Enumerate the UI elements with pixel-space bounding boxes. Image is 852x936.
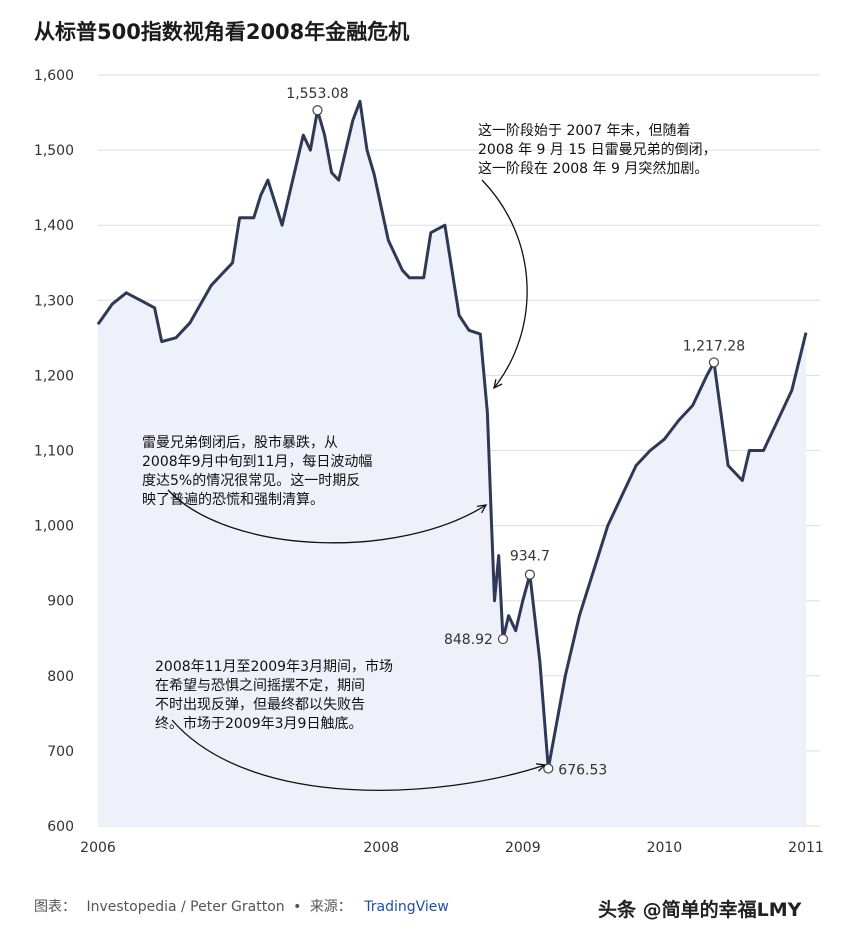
x-tick-label: 2011 [788,840,824,856]
annotation-line: 2008 年 9 月 15 日雷曼兄弟的倒闭， [478,142,717,158]
y-tick-label: 1,200 [34,368,74,384]
data-point-marker [708,357,720,368]
x-tick-label: 2008 [363,840,399,856]
annotation-line: 度达5%的情况很常见。这一时期反 [142,473,361,489]
annotation-line: 在希望与恐惧之间摇摆不定，期间 [155,678,365,694]
data-point-marker [312,105,323,116]
x-tick-label: 2010 [647,840,683,856]
data-point-marker [524,569,535,580]
y-tick-label: 1,600 [34,68,74,84]
annotation-bottom: 2008年11月至2009年3月期间，市场 在希望与恐惧之间摇摆不定，期间 不时… [155,658,393,734]
footer-source-label: 来源： [309,899,352,915]
data-value-label: 1,217.28 [683,338,745,354]
data-value-label: 1,553.08 [286,86,348,102]
annotation-middle: 雷曼兄弟倒闭后，股市暴跌，从 2008年9月中旬到11月，每日波动幅 度达5%的… [142,434,372,510]
series-line [96,99,808,770]
data-value-label: 848.92 [444,632,493,648]
footer-author: Investopedia / Peter Gratton [86,899,285,915]
y-tick-label: 1,400 [34,218,74,234]
annotation-arrow [481,179,528,389]
annotation-line: 2008年9月中旬到11月，每日波动幅 [142,454,373,470]
data-label-markers: 1,553.08 848.92 934.7 676.53 1,217.28 [286,86,745,778]
annotation-line: 这一阶段在 2008 年 9 月突然加剧。 [478,161,709,177]
y-tick-label: 1,000 [34,519,74,535]
annotation-line: 2008年11月至2009年3月期间，市场 [155,659,393,675]
x-axis-ticks: 2006 2008 2009 2010 2011 [80,840,824,856]
footer-source-link[interactable]: TradingView [364,899,449,915]
y-tick-label: 600 [47,819,74,835]
y-tick-label: 700 [47,744,74,760]
y-tick-label: 900 [47,594,74,610]
arrow-head [493,379,503,390]
footer-chart-label: 图表： [34,899,76,915]
data-value-label: 676.53 [558,763,607,779]
arrow-head [476,504,488,514]
x-tick-label: 2009 [505,840,541,856]
annotation-line: 雷曼兄弟倒闭后，股市暴跌，从 [142,435,338,451]
y-tick-label: 1,300 [34,293,74,309]
annotation-line: 终。市场于2009年3月9日触底。 [155,716,363,732]
annotation-line: 这一阶段始于 2007 年末，但随着 [478,123,691,139]
area-fill [98,101,806,827]
chart-title: 从标普500指数视角看2008年金融危机 [34,20,410,44]
y-axis-ticks: 600 700 800 900 1,000 1,100 1,200 1,300 1,400 1,5… [34,68,74,835]
annotation-arrow [171,719,546,791]
data-point-marker [497,633,509,645]
chart-footer: 图表： Investopedia / Peter Gratton • 来源： T… [34,896,449,916]
y-tick-label: 800 [47,669,74,685]
annotation-line: 不时出现反弹，但最终都以失败告 [155,697,365,713]
annotation-arrows [167,179,547,791]
footer-dot: • [293,899,302,915]
y-tick-label: 1,100 [34,444,74,460]
arrow-head [536,763,547,772]
data-value-label: 934.7 [510,549,550,565]
y-tick-label: 1,500 [34,143,74,159]
data-point-marker [543,763,554,774]
annotation-arrow [167,489,487,544]
x-tick-label: 2006 [80,840,116,856]
watermark: 头条 @简单的幸福LMY [598,899,802,921]
annotation-top: 这一阶段始于 2007 年末，但随着 2008 年 9 月 15 日雷曼兄弟的倒… [478,122,717,179]
annotation-line: 映了普遍的恐慌和强制清算。 [142,492,324,508]
